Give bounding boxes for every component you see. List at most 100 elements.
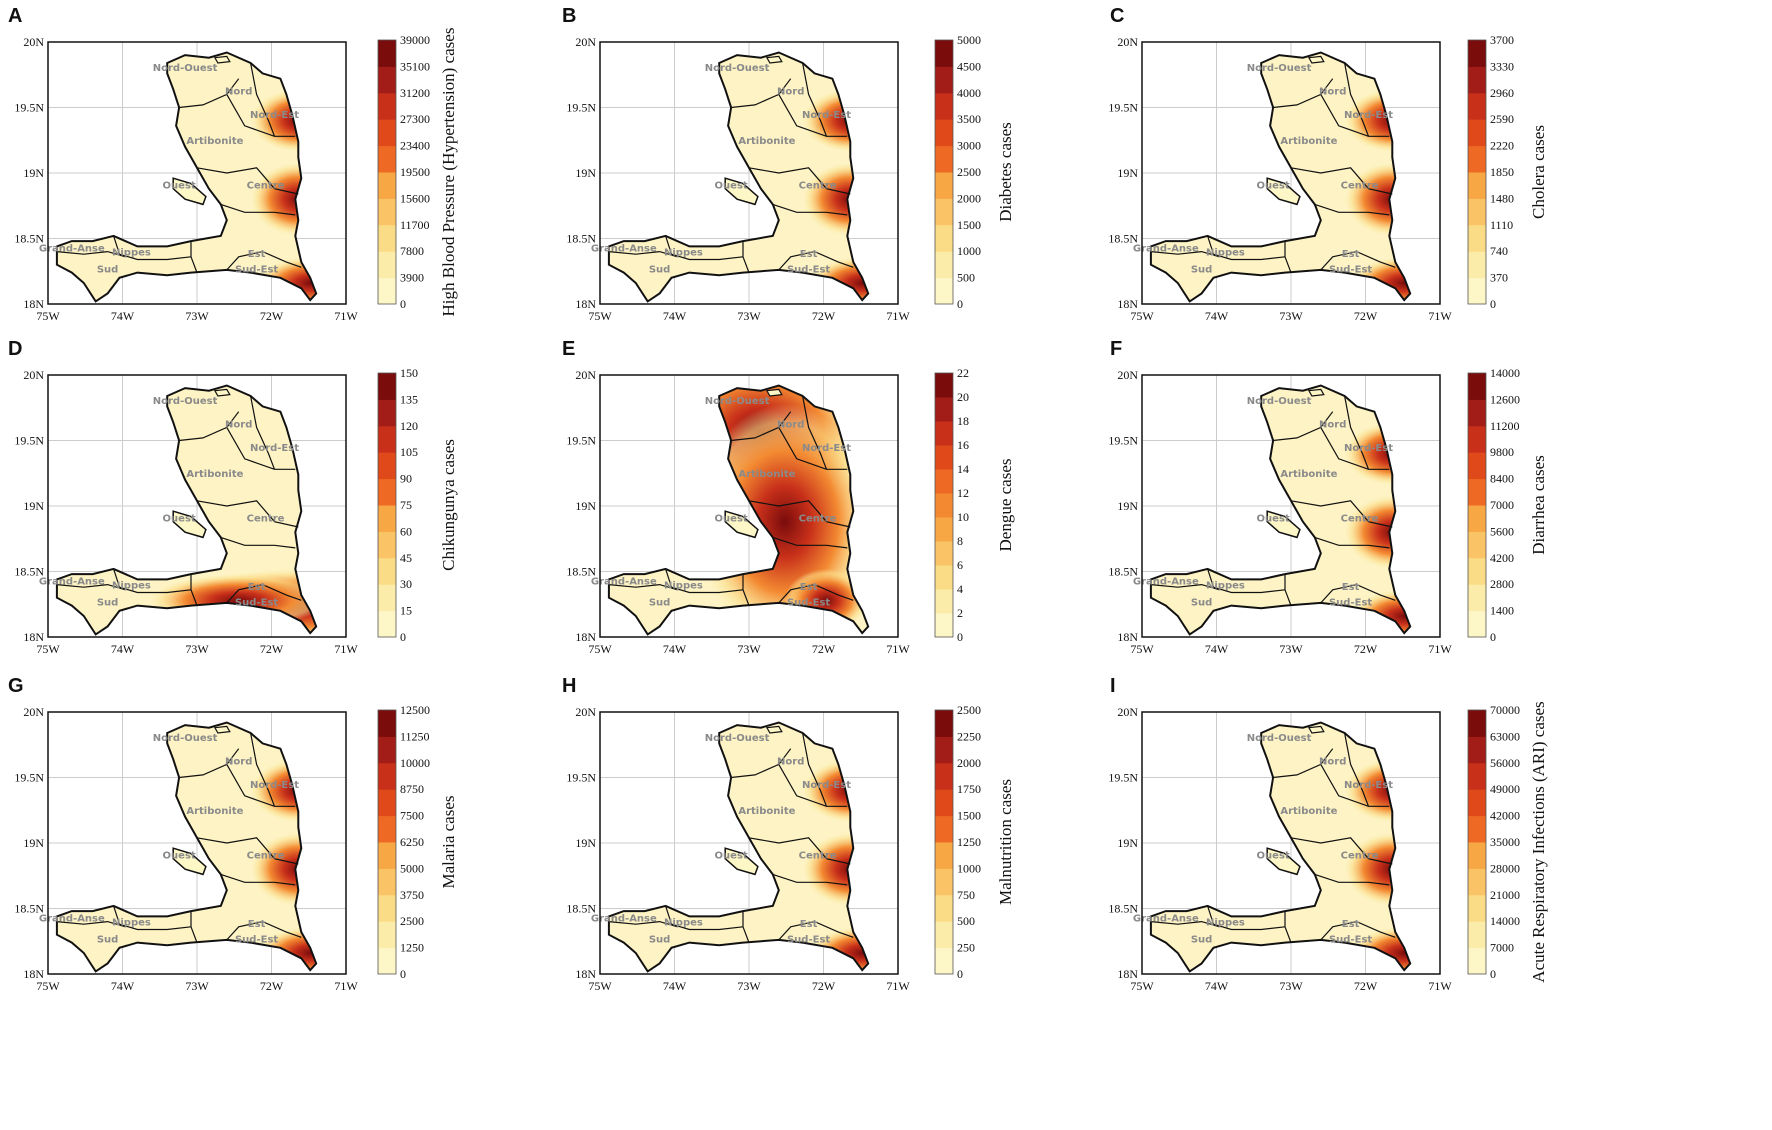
- y-tick-label: 19N: [23, 499, 44, 513]
- colorbar-tick-label: 0: [400, 297, 406, 311]
- tortue-island: [213, 388, 231, 397]
- department-border: [1314, 536, 1390, 549]
- colorbar-tick-label: 1480: [1490, 191, 1514, 205]
- y-tick-label: 19.5N: [566, 771, 596, 785]
- x-tick-label: 71W: [1428, 979, 1452, 993]
- department-border: [1320, 427, 1390, 470]
- department-border: [196, 500, 299, 528]
- region-label: Est: [800, 582, 818, 593]
- colorbar-tick-label: 2500: [957, 165, 981, 179]
- region-label: Nord-Est: [802, 443, 851, 454]
- region-label: Sud: [1191, 265, 1212, 276]
- x-tick-label: 74W: [111, 979, 135, 993]
- colorbar-segment: [935, 397, 953, 422]
- colorbar-segment: [378, 40, 396, 67]
- colorbar-tick-label: 8400: [1490, 472, 1514, 486]
- tortue-island: [765, 55, 783, 64]
- department-border: [1150, 250, 1220, 258]
- y-tick-label: 20N: [1117, 705, 1138, 719]
- plot-frame: [47, 711, 347, 975]
- department-border: [731, 78, 792, 109]
- y-tick-label: 19N: [575, 499, 596, 513]
- y-tick-label: 20N: [23, 35, 44, 49]
- colorbar-segment: [378, 531, 396, 559]
- colorbar-frame: [1467, 709, 1487, 975]
- x-tick-label: 72W: [1354, 979, 1378, 993]
- y-tick-label: 19.5N: [1108, 101, 1138, 115]
- plot-frame: [47, 374, 347, 638]
- colorbar-segment: [935, 762, 953, 790]
- region-label: Grand-Anse: [39, 914, 105, 925]
- x-tick-label: 73W: [185, 309, 209, 323]
- region-label: Grand-Anse: [1133, 244, 1199, 255]
- colorbar-segment: [1468, 868, 1486, 896]
- department-border: [772, 873, 848, 886]
- department-border: [1290, 167, 1393, 195]
- y-tick-label: 19.5N: [14, 101, 44, 115]
- y-tick-label: 18.5N: [14, 232, 44, 246]
- panel-letter: E: [562, 338, 575, 360]
- haiti-outline: [607, 721, 870, 973]
- colorbar-segment: [1468, 710, 1486, 737]
- colorbar-tick-label: 12: [957, 486, 969, 500]
- department-border: [778, 920, 854, 941]
- x-tick-label: 72W: [260, 979, 284, 993]
- department-border: [778, 764, 848, 807]
- region-label: Nord-Est: [1344, 780, 1393, 791]
- x-tick-label: 73W: [737, 642, 761, 656]
- region-label: Sud: [649, 598, 670, 609]
- colorbar-segment: [1468, 789, 1486, 817]
- region-label: Ouest: [1257, 851, 1290, 862]
- colorbar-frame: [377, 709, 397, 975]
- department-border: [250, 395, 276, 470]
- region-label: Artibonite: [1280, 806, 1337, 817]
- x-tick-label: 72W: [812, 979, 836, 993]
- y-tick-label: 19.5N: [566, 434, 596, 448]
- haiti-map: [56, 52, 317, 302]
- y-tick-label: 19N: [1117, 836, 1138, 850]
- colorbar-tick-label: 14000: [1490, 914, 1520, 928]
- region-label: Sud: [649, 935, 670, 946]
- colorbar-tick-label: 56000: [1490, 756, 1520, 770]
- x-tick-label: 73W: [737, 979, 761, 993]
- colorbar-segment: [1468, 145, 1486, 173]
- colorbar-segment: [935, 613, 953, 638]
- region-label: Grand-Anse: [591, 914, 657, 925]
- colorbar-tick-label: 31200: [400, 86, 430, 100]
- colorbar-frame: [377, 39, 397, 305]
- colorbar-segment: [935, 251, 953, 279]
- colorbar-segment: [1468, 584, 1486, 612]
- y-tick-label: 19N: [23, 166, 44, 180]
- colorbar-segment: [378, 172, 396, 199]
- department-border: [196, 837, 299, 865]
- gonave-island: [172, 847, 207, 876]
- colorbar-segment: [1468, 531, 1486, 559]
- x-tick-label: 74W: [663, 642, 687, 656]
- colorbar-tick-label: 1500: [957, 809, 981, 823]
- colorbar-segment: [1468, 277, 1486, 305]
- region-label: Nord-Est: [802, 780, 851, 791]
- colorbar-segment: [935, 66, 953, 94]
- colorbar-tick-label: 2: [957, 606, 963, 620]
- colorbar-tick-label: 2960: [1490, 86, 1514, 100]
- colorbar-tick-label: 2590: [1490, 112, 1514, 126]
- region-label: Nord-Est: [250, 780, 299, 791]
- y-tick-label: 18N: [23, 967, 44, 981]
- region-label: Nord-Est: [1344, 110, 1393, 121]
- region-label: Artibonite: [1280, 469, 1337, 480]
- colorbar-tick-label: 75: [400, 498, 412, 512]
- colorbar-tick-label: 14: [957, 462, 969, 476]
- colorbar-tick-label: 2800: [1490, 577, 1514, 591]
- colorbar-tick-label: 750: [957, 888, 975, 902]
- colorbar-tick-label: 500: [957, 914, 975, 928]
- x-tick-label: 75W: [36, 309, 60, 323]
- panel-B: B Nord-Ouest Nord Nord-Est Artibonite Centre O…: [562, 5, 1015, 323]
- haiti-outline: [55, 721, 318, 973]
- y-tick-label: 20N: [23, 705, 44, 719]
- region-label: Artibonite: [738, 469, 795, 480]
- department-border: [778, 94, 848, 137]
- region-label: Centre: [247, 514, 285, 525]
- colorbar-segment: [935, 421, 953, 446]
- gonave-island: [1266, 847, 1301, 876]
- department-border: [226, 250, 302, 271]
